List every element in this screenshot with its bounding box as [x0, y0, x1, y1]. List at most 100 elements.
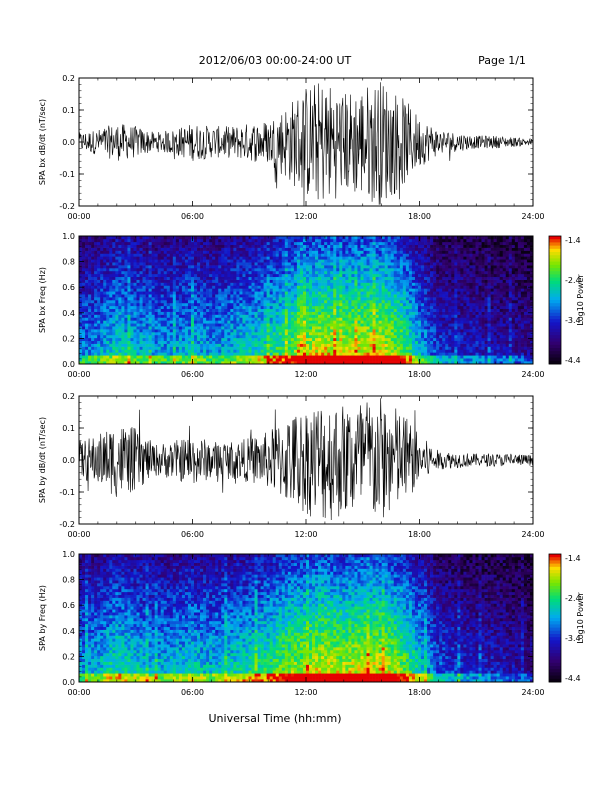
y-tick-label: -0.2: [59, 202, 75, 211]
page-number: Page 1/1: [478, 54, 526, 67]
x-tick-label: 00:00: [67, 688, 90, 697]
y-tick-label: 0.6: [62, 601, 75, 610]
colorbar-swatch: [549, 560, 561, 564]
colorbar-label: Log10 Power: [576, 274, 585, 326]
colorbar-swatch: [549, 319, 561, 323]
y-tick-label: 1.0: [62, 232, 75, 241]
colorbar-swatch: [549, 640, 561, 644]
x-tick-label: 24:00: [521, 370, 544, 379]
colorbar-swatch: [549, 354, 561, 358]
colorbar-swatch: [549, 582, 561, 587]
colorbar-swatch: [549, 316, 561, 320]
y-tick-label: -0.2: [59, 520, 75, 529]
y-tick-label: 1.0: [62, 550, 75, 559]
colorbar-swatch: [549, 595, 561, 600]
y-tick-label: 0.4: [62, 627, 75, 636]
colorbar-swatch: [549, 579, 561, 584]
colorbar-swatch: [549, 328, 561, 333]
x-tick-label: 00:00: [67, 212, 90, 221]
colorbar-swatch: [549, 614, 561, 619]
colorbar-swatch: [549, 312, 561, 317]
colorbar-swatch: [549, 277, 561, 282]
panel-4: -1.4 -2.4 -3.4 -4.4 Log10 Power 00:00 06:00 12:…: [38, 550, 585, 697]
colorbar-swatch: [549, 332, 561, 336]
y-axis-label: SPA bx Freq (Hz): [38, 267, 47, 333]
x-tick-label: 06:00: [181, 370, 204, 379]
x-tick-label: 12:00: [294, 688, 317, 697]
colorbar-tick-label: -1.4: [565, 554, 581, 563]
y-tick-label: 0.0: [62, 360, 75, 369]
x-tick-label: 12:00: [294, 370, 317, 379]
colorbar-swatch: [549, 242, 561, 246]
x-tick-label: 18:00: [408, 530, 431, 539]
colorbar-swatch: [549, 554, 561, 558]
x-tick-label: 06:00: [181, 212, 204, 221]
panel-3: 00:00 06:00 12:00 18:00 24:00 -0.2 -0.1 0.0 0.1 0…: [38, 392, 545, 539]
colorbar-swatch: [549, 322, 561, 326]
y-tick-label: 0.2: [62, 334, 75, 343]
colorbar-swatch: [549, 566, 561, 571]
colorbar-swatch: [549, 650, 561, 654]
colorbar-swatch: [549, 634, 561, 638]
colorbar-swatch: [549, 296, 561, 301]
colorbar-swatch: [549, 653, 561, 657]
colorbar-swatch: [549, 618, 561, 622]
colorbar-swatch: [549, 666, 561, 670]
colorbar-frame: [548, 235, 562, 365]
spectrogram-cells: [79, 554, 534, 683]
colorbar-swatch: [549, 351, 561, 355]
colorbar-swatch: [549, 586, 561, 590]
colorbar: -1.4 -2.4 -3.4 -4.4 Log10 Power: [548, 553, 585, 683]
x-tick-label: 12:00: [294, 530, 317, 539]
colorbar-swatch: [549, 236, 561, 240]
colorbar-swatch: [549, 290, 561, 294]
colorbar-swatch: [549, 608, 561, 612]
colorbar-swatch: [549, 245, 561, 250]
colorbar-frame: [548, 553, 562, 683]
waveform-series: [79, 398, 533, 521]
colorbar-swatch: [549, 264, 561, 269]
colorbar-swatch: [549, 624, 561, 628]
colorbar-tick-label: -4.4: [565, 674, 581, 683]
x-tick-label: 06:00: [181, 688, 204, 697]
colorbar-swatch: [549, 293, 561, 298]
x-tick-label: 18:00: [408, 212, 431, 221]
colorbar-swatch: [549, 669, 561, 673]
x-tick-label: 24:00: [521, 688, 544, 697]
colorbar-swatch: [549, 255, 561, 259]
colorbar-swatch: [549, 573, 561, 577]
colorbar-swatch: [549, 248, 561, 253]
y-tick-label: 0.0: [62, 138, 75, 147]
colorbar-swatch: [549, 357, 561, 362]
colorbar-tick-label: -2.4: [565, 276, 581, 285]
colorbar-swatch: [549, 325, 561, 330]
colorbar-swatch: [549, 598, 561, 603]
colorbar-swatch: [549, 306, 561, 310]
y-axis-label: SPA by Freq (Hz): [38, 585, 47, 651]
x-tick-label: 12:00: [294, 212, 317, 221]
colorbar-tick-label: -1.4: [565, 236, 581, 245]
colorbar-swatch: [549, 646, 561, 651]
colorbar-swatch: [549, 592, 561, 596]
colorbar-swatch: [549, 268, 561, 272]
colorbar-swatch: [549, 656, 561, 660]
colorbar-label: Log10 Power: [576, 592, 585, 644]
colorbar-swatch: [549, 563, 561, 568]
waveform-series: [79, 82, 533, 206]
colorbar-swatch: [549, 557, 561, 561]
colorbar: -1.4 -2.4 -3.4 -4.4 Log10 Power: [548, 235, 585, 365]
colorbar-swatch: [549, 341, 561, 346]
x-tick-label: 24:00: [521, 212, 544, 221]
panel-2: -1.4 -2.4 -3.4 -4.4 Log10 Power 00:00 06:00 12:…: [38, 232, 585, 379]
colorbar-swatch: [549, 261, 561, 266]
colorbar-swatch: [549, 335, 561, 339]
y-tick-label: 0.4: [62, 309, 75, 318]
colorbar-swatch: [549, 284, 561, 288]
y-axis-label: SPA bx dB/dt (nT/sec): [38, 99, 47, 185]
colorbar-swatch: [549, 300, 561, 304]
colorbar-swatch: [549, 675, 561, 680]
colorbar-swatch: [549, 576, 561, 580]
y-tick-label: 0.2: [62, 392, 75, 401]
colorbar-swatch: [549, 287, 561, 291]
y-tick-label: 0.6: [62, 283, 75, 292]
